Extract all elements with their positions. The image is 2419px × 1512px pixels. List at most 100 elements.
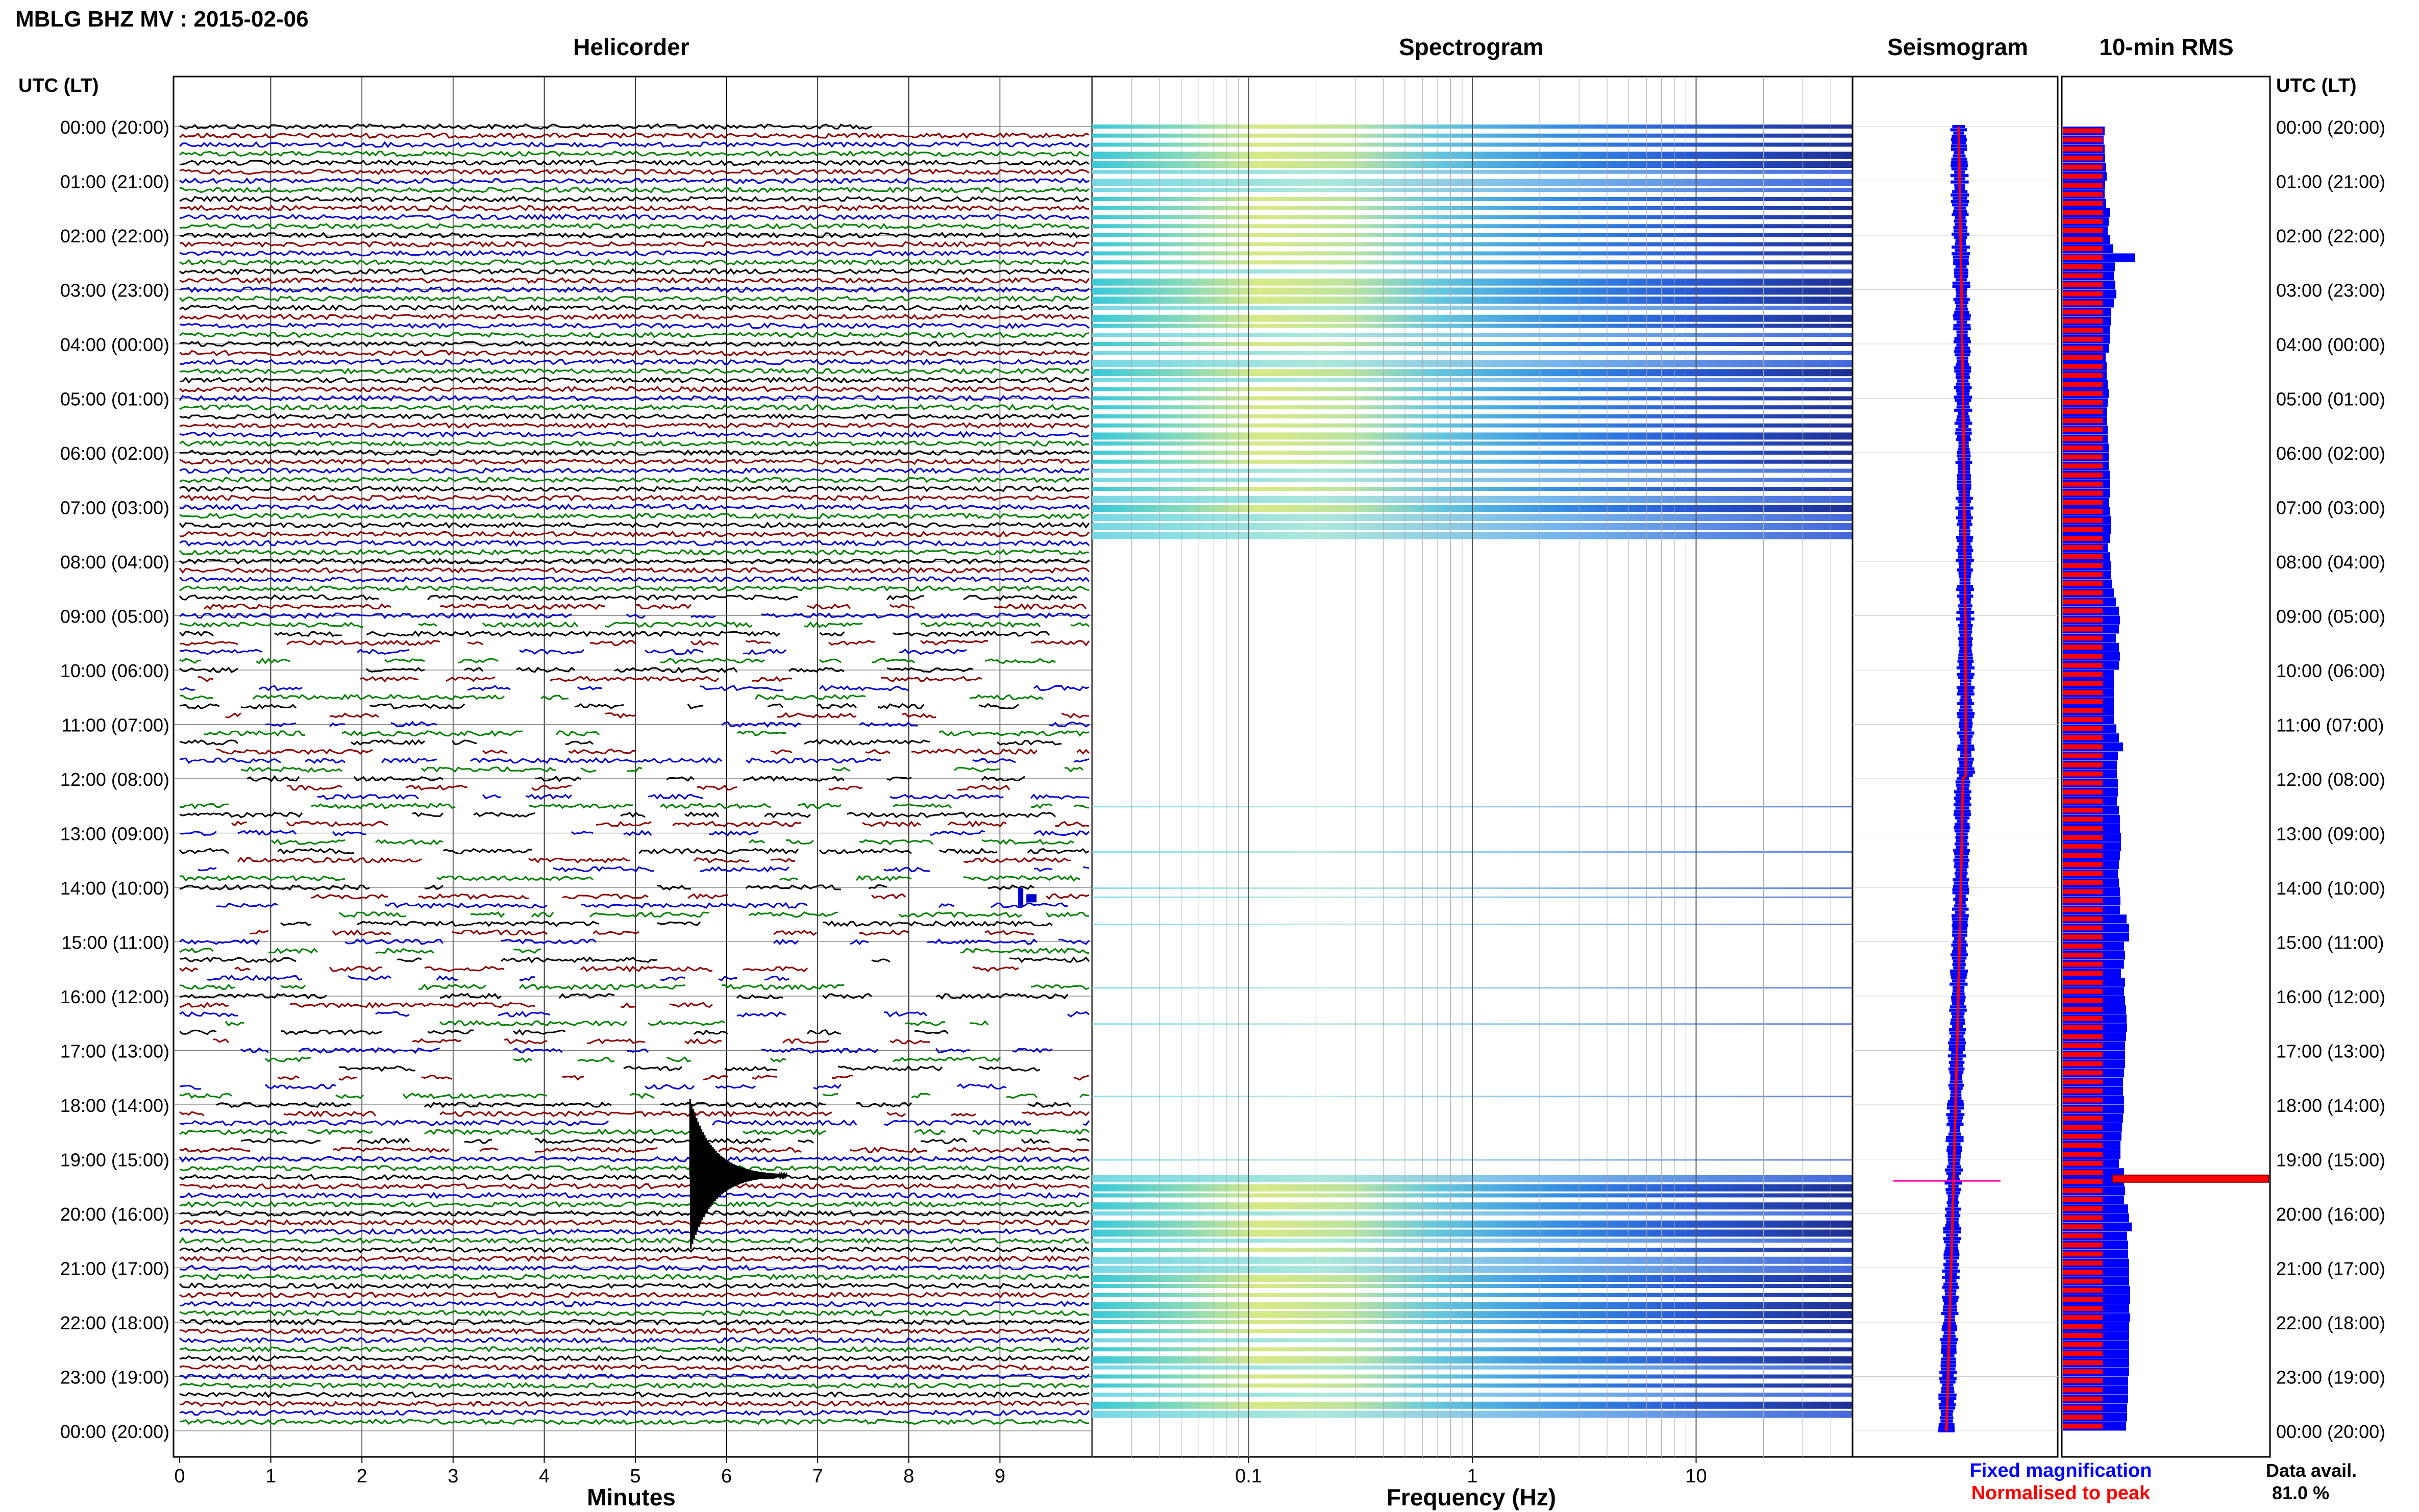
helicorder-panel bbox=[172, 76, 1093, 1458]
time-label-left: 16:00 (12:00) bbox=[60, 986, 169, 1007]
helicorder-trace bbox=[179, 1301, 1090, 1308]
rms-bar-normalised bbox=[2063, 780, 2103, 786]
helicorder-trace bbox=[179, 1255, 1090, 1262]
time-label-right: 13:00 (09:00) bbox=[2276, 824, 2385, 845]
helicorder-trace bbox=[237, 856, 1071, 864]
helicorder-trace bbox=[179, 567, 1090, 574]
helicorder-trace bbox=[179, 884, 1034, 891]
helicorder-trace bbox=[179, 875, 1080, 882]
rms-bar-normalised bbox=[2063, 799, 2103, 804]
panel-title-helicorder: Helicorder bbox=[573, 34, 689, 60]
rms-bar-normalised bbox=[2063, 545, 2103, 550]
helicorder-event bbox=[689, 1099, 788, 1250]
helicorder-trace bbox=[179, 802, 1090, 810]
helicorder-event bbox=[1018, 888, 1037, 907]
helicorder-trace bbox=[179, 232, 1090, 239]
helicorder-trace bbox=[179, 666, 973, 674]
rms-bar-normalised bbox=[2063, 1324, 2103, 1329]
rms-bar-normalised bbox=[2063, 925, 2103, 931]
helicorder-trace bbox=[179, 703, 1019, 710]
time-label-right: 01:00 (21:00) bbox=[2276, 171, 2385, 192]
helicorder-trace bbox=[179, 331, 1090, 338]
rms-bar-normalised bbox=[2063, 871, 2103, 876]
rms-bar-normalised bbox=[2063, 454, 2103, 460]
frequency-tick-label: 1 bbox=[1467, 1466, 1477, 1487]
helicorder-trace bbox=[179, 1029, 949, 1036]
rms-bar-normalised bbox=[2063, 626, 2103, 632]
helicorder-trace bbox=[179, 404, 1090, 411]
time-label-left: 20:00 (16:00) bbox=[60, 1204, 169, 1225]
minutes-axis-label: Minutes bbox=[587, 1484, 676, 1510]
rms-bar-normalised bbox=[2063, 418, 2103, 424]
helicorder-trace bbox=[179, 512, 1090, 520]
rms-bar-normalised bbox=[2063, 581, 2103, 586]
helicorder-trace bbox=[179, 1309, 1090, 1317]
helicorder-trace bbox=[225, 712, 1090, 719]
helicorder-trace bbox=[179, 1237, 1090, 1245]
rms-bar-normalised bbox=[2063, 500, 2103, 505]
seismogram-panel bbox=[1852, 76, 2059, 1458]
helicorder-trace bbox=[179, 1210, 1090, 1217]
frequency-tick-label: 10 bbox=[1685, 1466, 1707, 1487]
rms-bar-normalised bbox=[2063, 1133, 2103, 1139]
rms-bar-normalised bbox=[2063, 889, 2103, 895]
panel-title-spectrogram: Spectrogram bbox=[1399, 34, 1544, 60]
rms-bar-normalised bbox=[2063, 1224, 2103, 1230]
helicorder-trace bbox=[179, 349, 1090, 357]
helicorder-trace bbox=[179, 1219, 1090, 1226]
rms-bar-normalised bbox=[2063, 1061, 2103, 1067]
helicorder-trace bbox=[179, 377, 1090, 384]
helicorder-trace bbox=[179, 1155, 1090, 1163]
helicorder-trace bbox=[179, 449, 1090, 456]
rms-bar-normalised bbox=[2063, 988, 2103, 994]
helicorder-trace bbox=[179, 612, 1090, 619]
helicorder-trace bbox=[179, 1382, 1090, 1389]
helicorder-trace bbox=[179, 639, 1090, 647]
helicorder-trace bbox=[179, 1328, 1090, 1335]
rms-bar-normalised bbox=[2063, 191, 2103, 197]
rms-bar-normalised bbox=[2063, 1251, 2103, 1257]
helicorder-trace bbox=[179, 168, 1090, 176]
rms-bar-normalised bbox=[2063, 355, 2103, 360]
helicorder-trace bbox=[179, 440, 1090, 447]
helicorder-trace bbox=[179, 993, 1069, 1000]
helicorder-trace bbox=[240, 1047, 1053, 1054]
plot-title: MBLG BHZ MV : 2015-02-06 bbox=[15, 7, 309, 32]
rms-panel bbox=[2061, 76, 2271, 1458]
rms-bar-normalised bbox=[2063, 1306, 2103, 1311]
rms-bar-normalised bbox=[2063, 473, 2103, 478]
rms-bar-normalised bbox=[2063, 1378, 2103, 1383]
helicorder-trace bbox=[179, 585, 1090, 592]
helicorder-trace bbox=[179, 693, 1044, 701]
helicorder-trace bbox=[179, 1228, 1090, 1235]
rms-bar-normalised bbox=[2063, 173, 2103, 179]
rms-bar-normalised bbox=[2063, 934, 2103, 940]
helicorder-trace bbox=[179, 685, 1090, 691]
helicorder-trace bbox=[179, 1391, 1090, 1398]
time-label-left: 14:00 (10:00) bbox=[60, 878, 169, 899]
helicorder-trace bbox=[179, 1246, 1090, 1253]
time-label-left: 04:00 (00:00) bbox=[60, 334, 169, 355]
time-label-right: 00:00 (20:00) bbox=[2276, 117, 2385, 138]
minute-tick-label: 6 bbox=[721, 1466, 732, 1487]
rms-bar-normalised bbox=[2063, 1170, 2103, 1175]
rms-bar-normalised bbox=[2063, 345, 2103, 351]
rms-bar-normalised bbox=[2063, 599, 2103, 605]
time-label-left: 09:00 (05:00) bbox=[60, 606, 169, 627]
helicorder-trace bbox=[179, 458, 1090, 465]
rms-bar-normalised bbox=[2063, 789, 2103, 795]
time-label-left: 22:00 (18:00) bbox=[60, 1312, 169, 1333]
helicorder-trace bbox=[204, 730, 1090, 737]
rms-bar-normalised bbox=[2063, 554, 2103, 559]
spectrogram-gridlines bbox=[1092, 77, 1853, 1457]
time-label-left: 02:00 (22:00) bbox=[60, 226, 169, 246]
rms-bar-normalised bbox=[2063, 490, 2103, 496]
helicorder-frame bbox=[172, 76, 1093, 1458]
rms-bar-normalised bbox=[2063, 517, 2103, 523]
time-label-right: 20:00 (16:00) bbox=[2276, 1204, 2385, 1225]
rms-bar-normalised bbox=[2063, 328, 2103, 333]
helicorder-trace bbox=[179, 1173, 1090, 1181]
rms-bar-normalised bbox=[2063, 1369, 2103, 1375]
time-label-left: 00:00 (20:00) bbox=[60, 1421, 169, 1442]
rms-bar-normalised bbox=[2063, 1387, 2103, 1393]
